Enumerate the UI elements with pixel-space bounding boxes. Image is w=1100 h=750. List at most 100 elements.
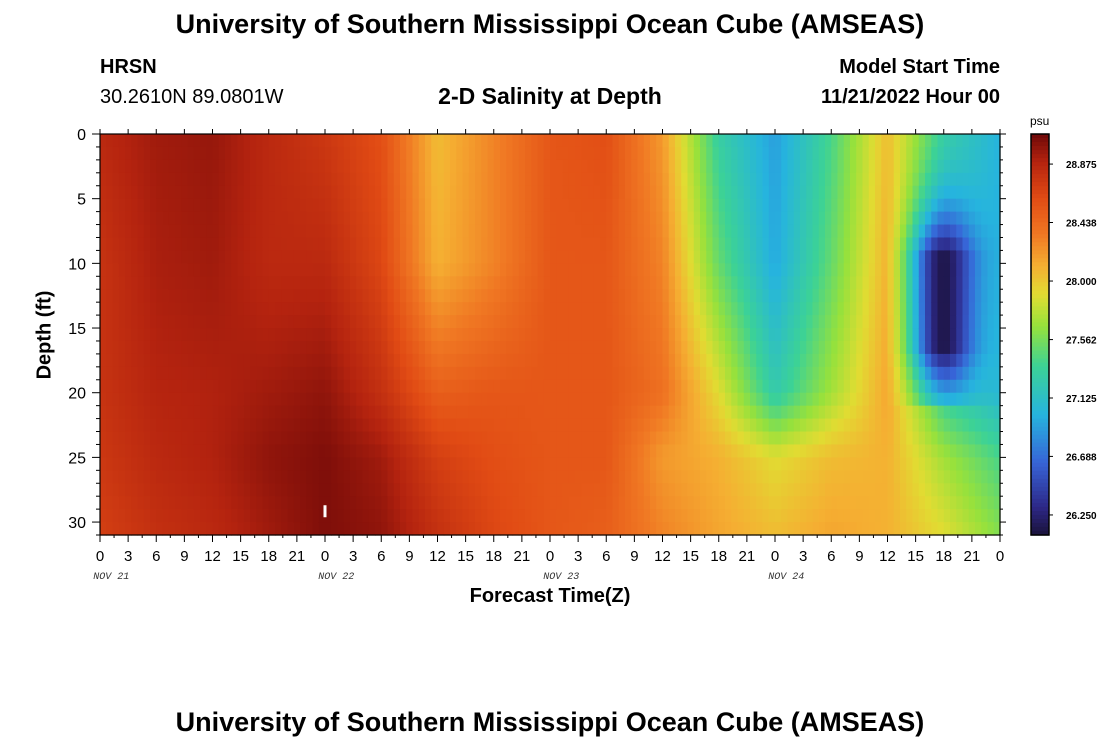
heatmap-cell — [925, 509, 932, 523]
heatmap-cell — [937, 263, 945, 277]
heatmap-cell — [262, 134, 270, 148]
heatmap-cell — [937, 496, 945, 510]
heatmap-cell — [868, 366, 876, 381]
heatmap-cell — [618, 134, 626, 148]
heatmap-cell — [462, 392, 470, 407]
heatmap-cell — [493, 340, 501, 355]
heatmap-cell — [412, 392, 420, 407]
heatmap-cell — [281, 250, 289, 264]
heatmap-cell — [556, 289, 564, 303]
heatmap-cell — [687, 366, 695, 381]
heatmap-cell — [456, 237, 464, 252]
heatmap-cell — [793, 379, 801, 394]
heatmap-cell — [281, 522, 289, 536]
heatmap-cell — [587, 237, 595, 252]
salinity-chart: 0 3 6 9 12 15 18 21 0 3 6 9 12 15 18 21 0 3 6 9 12 15 18 21 0 3 6 9… — [68, 127, 1097, 583]
heatmap-cell — [787, 185, 795, 200]
heatmap-cell — [481, 289, 489, 303]
heatmap-cell — [237, 405, 245, 420]
heatmap-cell — [350, 509, 357, 523]
heatmap-cell — [706, 366, 714, 381]
heatmap-cell — [912, 353, 920, 368]
heatmap-cell — [168, 444, 176, 458]
heatmap-cell — [287, 134, 295, 148]
heatmap-cell — [643, 457, 651, 471]
colorbar-segment — [1031, 342, 1049, 348]
heatmap-cell — [225, 172, 232, 187]
heatmap-cell — [293, 353, 301, 368]
heatmap-cell — [481, 509, 489, 523]
heatmap-cell — [462, 483, 470, 497]
heatmap-cell — [843, 444, 851, 458]
heatmap-cell — [875, 198, 882, 213]
heatmap-cell — [450, 444, 457, 458]
heatmap-cell — [293, 302, 301, 316]
heatmap-cell — [162, 159, 170, 174]
heatmap-cell — [281, 457, 289, 471]
heatmap-cell — [412, 172, 420, 187]
heatmap-cell — [631, 483, 639, 497]
heatmap-cell — [325, 276, 332, 290]
heatmap-cell — [362, 509, 370, 523]
heatmap-cell — [506, 263, 514, 277]
heatmap-cell — [993, 457, 1001, 471]
heatmap-cell — [418, 405, 426, 420]
heatmap-cell — [468, 237, 476, 252]
heatmap-cell — [925, 431, 932, 446]
heatmap-cell — [481, 211, 489, 226]
heatmap-cell — [625, 431, 632, 446]
heatmap-cell — [606, 146, 614, 161]
date-label: NOV 22 — [318, 572, 354, 583]
heatmap-cell — [206, 457, 214, 471]
heatmap-cell — [643, 405, 651, 420]
heatmap-cell — [531, 185, 539, 200]
heatmap-cell — [918, 263, 926, 277]
heatmap-cell — [625, 509, 632, 523]
heatmap-cell — [768, 185, 776, 200]
heatmap-cell — [725, 470, 732, 484]
heatmap-cell — [256, 146, 264, 161]
heatmap-cell — [906, 146, 914, 161]
heatmap-cell — [168, 418, 176, 433]
heatmap-cell — [775, 302, 782, 316]
heatmap-cell — [418, 276, 426, 290]
heatmap-cell — [312, 198, 320, 213]
heatmap-cell — [700, 224, 707, 239]
colorbar-segment — [1031, 318, 1049, 324]
heatmap-cell — [693, 250, 701, 264]
heatmap-cell — [100, 470, 107, 484]
heatmap-cell — [543, 444, 551, 458]
colorbar-segment — [1031, 430, 1049, 436]
heatmap-cell — [918, 159, 926, 174]
heatmap-cell — [593, 457, 601, 471]
heatmap-cell — [287, 340, 295, 355]
heatmap-cell — [250, 496, 257, 510]
heatmap-cell — [850, 211, 857, 226]
heatmap-cell — [381, 496, 389, 510]
heatmap-cell — [262, 353, 270, 368]
heatmap-cell — [400, 483, 407, 497]
heatmap-cell — [368, 263, 376, 277]
heatmap-cell — [581, 276, 589, 290]
heatmap-cell — [531, 444, 539, 458]
heatmap-cell — [943, 457, 951, 471]
heatmap-cell — [781, 470, 789, 484]
heatmap-cell — [456, 340, 464, 355]
heatmap-cell — [456, 418, 464, 433]
heatmap-cell — [243, 185, 251, 200]
heatmap-cell — [937, 302, 945, 316]
heatmap-cell — [168, 250, 176, 264]
heatmap-cell — [743, 159, 751, 174]
heatmap-cell — [575, 250, 582, 264]
heatmap-cell — [637, 134, 645, 148]
heatmap-cell — [556, 509, 564, 523]
heatmap-cell — [631, 509, 639, 523]
heatmap-cell — [850, 185, 857, 200]
heatmap-cell — [368, 224, 376, 239]
heatmap-cell — [400, 366, 407, 381]
heatmap-cell — [831, 172, 839, 187]
heatmap-cell — [681, 328, 689, 342]
heatmap-cell — [262, 198, 270, 213]
heatmap-cell — [450, 315, 457, 329]
heatmap-cell — [200, 392, 207, 407]
